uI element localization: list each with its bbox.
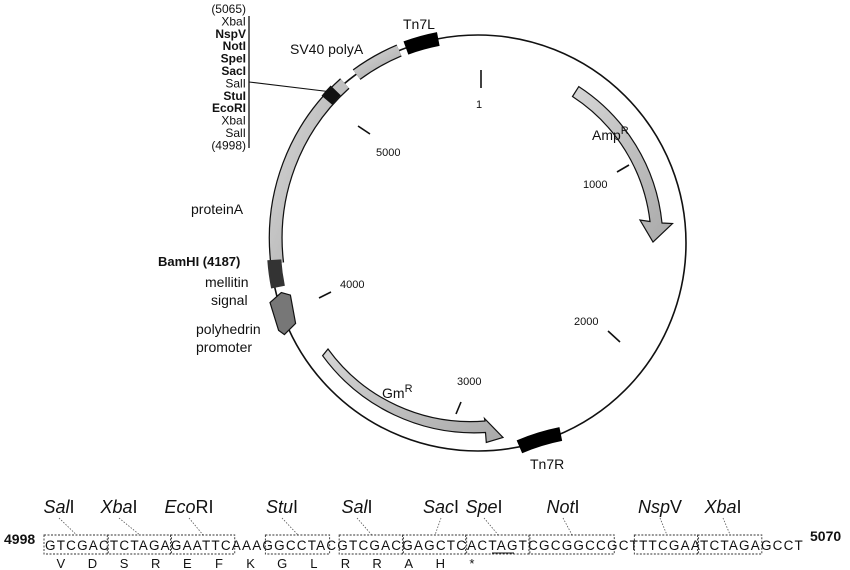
- site-box-2: [170, 534, 236, 555]
- amino-acid-3: R: [151, 556, 160, 570]
- site-box-5: [401, 534, 468, 555]
- enzyme-connector-1: [118, 517, 141, 536]
- tick-1000: 1000: [583, 179, 607, 191]
- mcs-site-4: SpeI: [221, 52, 246, 66]
- enzyme-connector-0: [58, 517, 77, 536]
- amino-acid-11: A: [404, 556, 413, 570]
- site-box-6: [465, 534, 531, 555]
- enzyme-label-6: SpeI: [465, 497, 502, 517]
- mcs-site-1: XbaI: [221, 14, 246, 28]
- gm-label: GmR: [382, 383, 413, 401]
- enzyme-label-9: XbaI: [703, 497, 741, 517]
- mcs-site-3: NotI: [223, 39, 246, 53]
- amino-acid-2: S: [120, 556, 129, 570]
- polyhedrin-arrow: [269, 291, 297, 336]
- amino-acid-5: F: [215, 556, 223, 570]
- feature-arrows: [267, 32, 674, 454]
- site-boxes: [43, 534, 763, 555]
- enzyme-label-7: NotI: [546, 497, 579, 517]
- amino-acid-4: E: [183, 556, 192, 570]
- enzyme-label-0: SalI: [43, 497, 74, 517]
- amp-label: AmpR: [592, 125, 629, 143]
- amino-acid-0: V: [56, 556, 65, 570]
- proteina-label: proteinA: [191, 201, 244, 217]
- tick-marks: [318, 70, 630, 415]
- mcs-site-list: (5065)XbaINspVNotISpeISacISalIStuIEcoRIX…: [211, 2, 333, 152]
- enzyme-connector-3: [281, 517, 299, 536]
- polyhedrin-label-line1: polyhedrin: [196, 321, 261, 337]
- enzyme-connector-9: [722, 517, 731, 536]
- enzyme-label-5: SacI: [423, 497, 459, 517]
- feature-labels: Tn7L Tn7R SV40 polyA AmpR GmR proteinA B…: [158, 16, 629, 472]
- enzyme-connector-8: [659, 517, 668, 536]
- enzyme-connector-2: [188, 517, 204, 536]
- amino-acid-10: R: [372, 556, 381, 570]
- tick-3000: 3000: [457, 376, 481, 388]
- amino-acid-1: D: [88, 556, 97, 570]
- mcs-site-10: SalI: [225, 126, 246, 140]
- amino-acid-13: *: [469, 556, 474, 570]
- enzyme-connector-5: [434, 517, 442, 536]
- tick-labels: 1 1000 2000 3000 4000 5000: [340, 99, 607, 388]
- mcs-site-6: SalI: [225, 76, 246, 90]
- mellitin-label-line1: mellitin: [205, 274, 249, 290]
- mellitin-block: [267, 259, 285, 289]
- mcs-site-2: NspV: [215, 27, 246, 41]
- site-box-8: [633, 534, 700, 555]
- site-box-0: [43, 534, 109, 555]
- mcs-block: [321, 85, 341, 105]
- mcs-site-11: (4998): [211, 138, 246, 152]
- amino-acid-12: H: [436, 556, 445, 570]
- amino-acid-6: K: [246, 556, 255, 570]
- amp-arrow: [571, 85, 674, 243]
- amino-acid-7: G: [277, 556, 287, 570]
- tick-2000: 2000: [574, 316, 598, 328]
- enzyme-connector-6: [483, 517, 499, 536]
- site-box-9: [697, 534, 763, 555]
- amino-acid-9: R: [341, 556, 350, 570]
- enzyme-label-4: SalI: [341, 497, 372, 517]
- gm-arrow: [321, 348, 505, 444]
- bamhi-label: BamHI (4187): [158, 254, 240, 269]
- mcs-site-5: SacI: [221, 64, 246, 78]
- sequence-start-coord: 4998: [4, 531, 35, 547]
- enzyme-connector-7: [562, 517, 573, 536]
- dna-sequence: GTCGACTCTAGAGAATTCAAAGGCCTACGTCGACGAGCTC…: [45, 538, 804, 553]
- mcs-site-7: StuI: [223, 89, 246, 103]
- mcs-site-9: XbaI: [221, 114, 246, 128]
- tn7l-block: [403, 32, 440, 55]
- tick-5000: 5000: [376, 147, 400, 159]
- site-box-1: [106, 534, 172, 555]
- enzyme-label-1: XbaI: [99, 497, 137, 517]
- tick-1: 1: [476, 99, 482, 111]
- site-box-7: [528, 534, 615, 555]
- mcs-site-8: EcoRI: [212, 101, 246, 115]
- enzyme-connector-4: [356, 517, 373, 536]
- amino-acid-row: V D S R E F K G L R R A H *: [56, 556, 474, 570]
- tn7r-block: [516, 427, 563, 454]
- sequence-panel: SalI XbaI EcoRI StuI SalI SacI SpeI NotI NspV Xba…: [4, 497, 841, 570]
- amino-acid-8: L: [310, 556, 317, 570]
- mellitin-label-line2: signal: [211, 292, 248, 308]
- tn7l-label: Tn7L: [403, 16, 435, 32]
- polyhedrin-label-line2: promoter: [196, 339, 252, 355]
- enzyme-label-2: EcoRI: [164, 497, 213, 517]
- tick-4000: 4000: [340, 279, 364, 291]
- site-box-4: [338, 534, 404, 555]
- sequence-end-coord: 5070: [810, 528, 841, 544]
- enzyme-label-8: NspV: [638, 497, 682, 517]
- tn7r-label: Tn7R: [530, 456, 564, 472]
- site-box-3: [264, 534, 331, 555]
- sv40-label: SV40 polyA: [290, 41, 364, 57]
- enzyme-labels: SalI XbaI EcoRI StuI SalI SacI SpeI NotI NspV Xba…: [43, 497, 742, 536]
- mcs-site-0: (5065): [211, 2, 246, 16]
- enzyme-label-3: StuI: [266, 497, 298, 517]
